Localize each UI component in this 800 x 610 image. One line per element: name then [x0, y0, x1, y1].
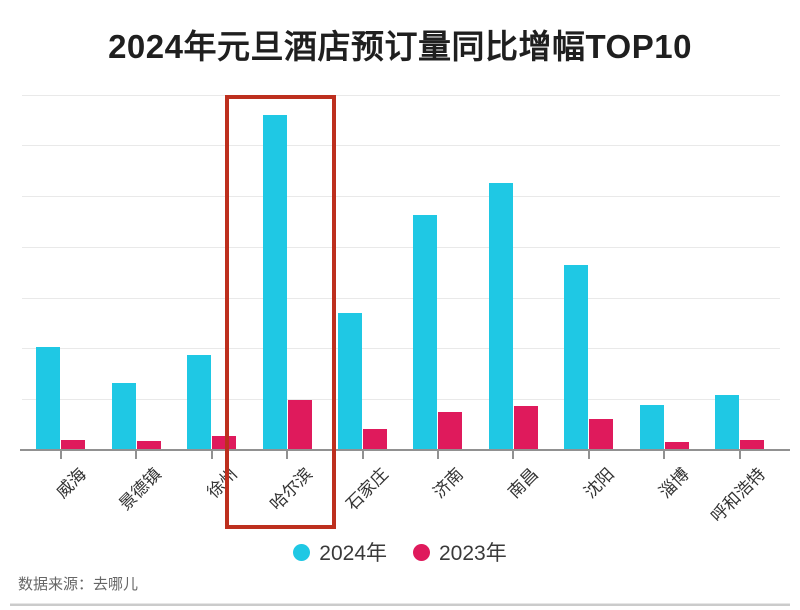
bar-series1-cat0 [61, 439, 86, 450]
bar-series0-cat1 [111, 382, 136, 450]
x-axis-tick [436, 451, 439, 459]
gridline [22, 297, 780, 299]
gridline [22, 94, 780, 96]
chart-legend: 2024年 2023年 [0, 537, 800, 567]
bar-series0-cat7 [564, 265, 589, 450]
x-axis-tick [738, 451, 741, 459]
bar-series1-cat1 [136, 441, 161, 450]
bar-series1-cat6 [513, 406, 538, 450]
legend-item-2023: 2023年 [413, 537, 507, 567]
legend-dot-2023-icon [413, 543, 430, 561]
x-axis-tick [59, 451, 62, 459]
legend-item-2024: 2024年 [293, 537, 387, 567]
gridline [22, 246, 780, 248]
legend-dot-2024-icon [293, 543, 311, 561]
bar-series0-cat8 [639, 405, 664, 450]
bar-series1-cat9 [740, 440, 765, 450]
bar-series1-cat5 [438, 412, 463, 450]
legend-label-2023: 2023年 [439, 542, 507, 565]
x-axis-tick [135, 451, 138, 459]
x-axis-tick [361, 451, 364, 459]
bar-series1-cat2 [212, 436, 237, 450]
bar-series1-cat8 [664, 442, 689, 450]
bar-series0-cat2 [187, 354, 212, 450]
data-source-note: 数据来源：去哪儿 [18, 576, 139, 593]
bottom-divider [10, 603, 790, 606]
bar-series0-cat5 [413, 214, 438, 450]
x-axis-tick [210, 451, 213, 459]
bar-series1-cat3 [287, 400, 312, 450]
gridline [22, 399, 780, 401]
highlight-box [225, 95, 337, 529]
x-axis-tick [663, 451, 666, 459]
x-axis-tick [512, 451, 515, 459]
gridline [22, 348, 780, 350]
bar-series0-cat6 [488, 183, 513, 450]
gridline [22, 196, 780, 198]
gridline [22, 145, 780, 147]
bar-series0-cat3 [262, 115, 287, 450]
bar-series1-cat7 [589, 418, 614, 450]
x-axis-tick [286, 451, 289, 459]
page-title: 2024年元旦酒店预订量同比增幅TOP10 [108, 28, 692, 65]
bar-series0-cat4 [338, 313, 362, 450]
bar-series0-cat9 [715, 394, 740, 450]
bar-series1-cat4 [363, 428, 387, 450]
legend-label-2024: 2024年 [319, 542, 387, 565]
x-axis-tick [587, 451, 590, 459]
bar-series0-cat0 [36, 346, 61, 450]
x-axis-line [20, 449, 790, 451]
